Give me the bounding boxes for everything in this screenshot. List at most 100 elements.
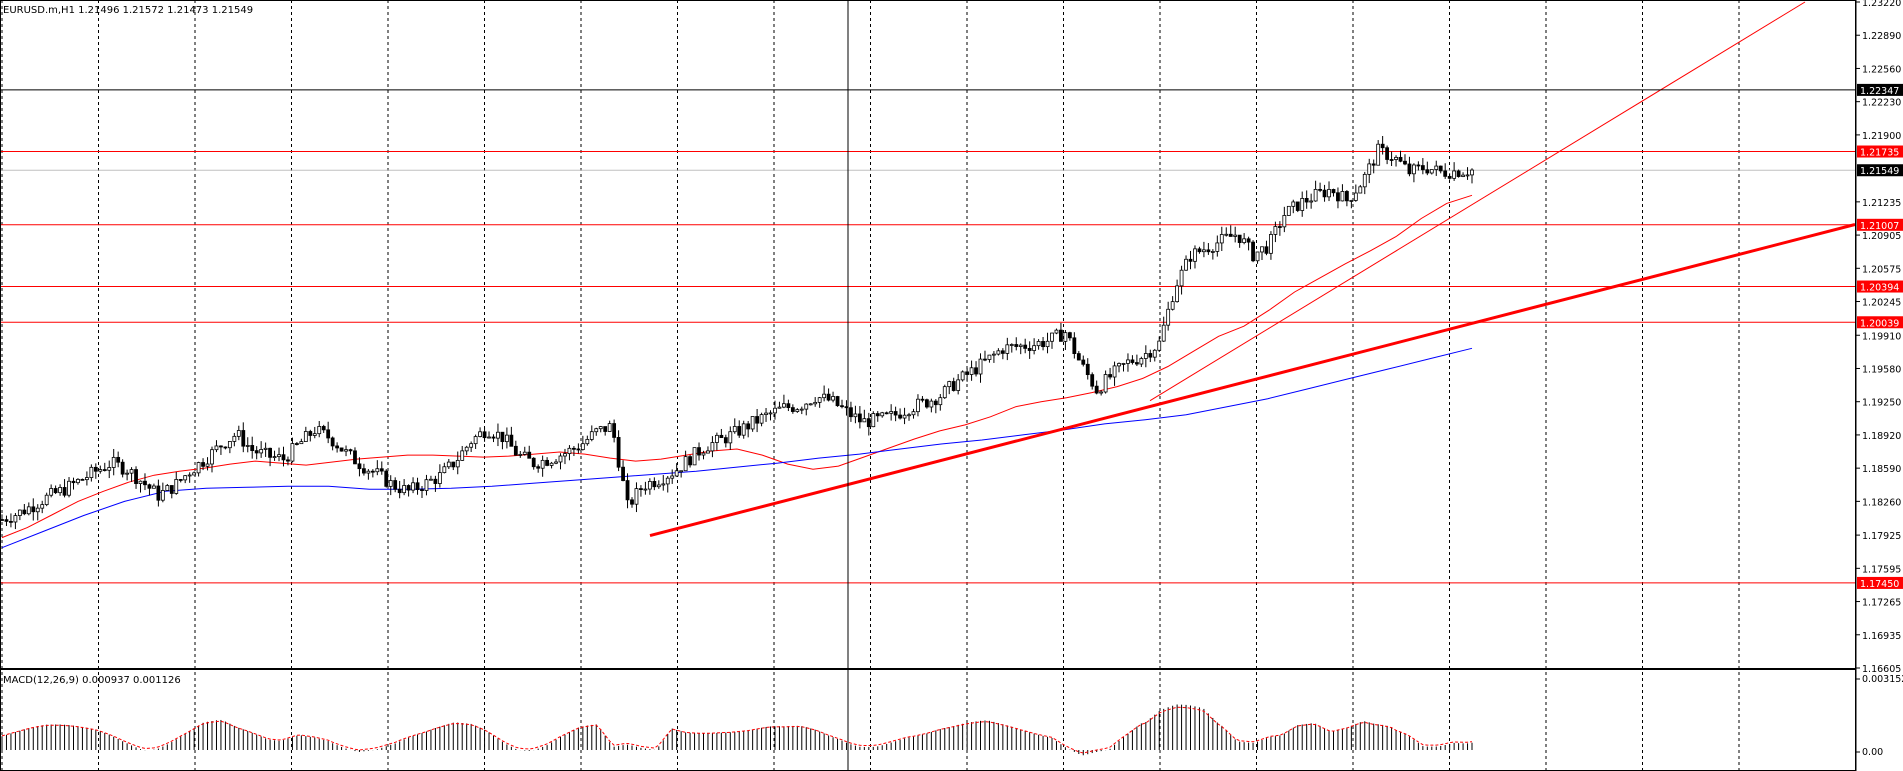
horizontal-level-lines[interactable] xyxy=(0,151,1855,584)
candle-body xyxy=(509,434,514,447)
candle-body xyxy=(460,450,465,461)
candle-body xyxy=(500,431,505,443)
price-axis[interactable]: 1.23220 1.22890 1.22560 1.22230 1.21900 1.212… xyxy=(1855,0,1903,771)
candle-body xyxy=(1210,251,1215,253)
moving-average-slow xyxy=(1,347,1473,549)
candle-body xyxy=(406,485,411,491)
candle-body xyxy=(706,450,710,454)
price-tick-label: 1.17925 xyxy=(1862,531,1901,542)
candle-body xyxy=(1255,251,1260,262)
candle-body xyxy=(384,470,389,487)
candle-body xyxy=(1295,201,1300,211)
price-tick-label: 1.19910 xyxy=(1862,331,1901,342)
trendline-steep[interactable] xyxy=(1149,1,1806,402)
candle-body xyxy=(1045,340,1050,348)
candle-body xyxy=(1206,249,1211,253)
candle-body xyxy=(1407,163,1412,175)
candle-body xyxy=(1389,159,1394,161)
level-price-tag xyxy=(1857,576,1903,589)
candle-body xyxy=(1202,249,1206,253)
price-tick-label: 1.18260 xyxy=(1862,497,1901,508)
candle-body xyxy=(321,426,326,431)
candle-body xyxy=(898,414,902,419)
candle-body xyxy=(241,430,246,447)
candle-body xyxy=(549,462,554,466)
candle-body xyxy=(1108,374,1112,378)
candle-body xyxy=(1282,215,1287,228)
candle-body xyxy=(589,431,594,440)
candle-body xyxy=(192,472,197,476)
candle-body xyxy=(1470,169,1474,176)
candle-body xyxy=(1286,205,1291,216)
candle-body xyxy=(40,504,45,509)
trendlines[interactable] xyxy=(649,1,1856,538)
candle-body xyxy=(411,482,415,491)
candle-body xyxy=(111,456,116,468)
candle-body xyxy=(80,478,85,481)
candle-body xyxy=(911,411,916,416)
candle-body xyxy=(674,470,679,477)
candle-body xyxy=(1465,174,1470,177)
candle-body xyxy=(822,393,827,399)
candle-body xyxy=(933,400,938,406)
price-tick-label: 1.18590 xyxy=(1862,464,1901,475)
candle-body xyxy=(576,448,581,451)
candle-body xyxy=(540,459,545,469)
candle-body xyxy=(817,397,822,403)
candle-body xyxy=(665,477,670,485)
candle-body xyxy=(286,459,290,462)
candle-body xyxy=(826,393,831,401)
candle-body xyxy=(969,367,974,375)
candle-body xyxy=(647,481,652,490)
candle-body xyxy=(1193,248,1197,262)
candle-body xyxy=(1005,344,1010,354)
price-tick-label: 1.22230 xyxy=(1862,98,1901,109)
candle-body xyxy=(572,447,576,450)
candle-body xyxy=(741,423,746,436)
candle-body xyxy=(1452,170,1457,179)
candle-body xyxy=(1018,344,1023,347)
candle-body xyxy=(522,451,527,455)
candle-body xyxy=(379,468,384,472)
candle-body xyxy=(929,400,934,408)
candle-body xyxy=(1443,170,1448,177)
candle-body xyxy=(746,423,751,430)
candle-body xyxy=(31,506,36,513)
candle-body xyxy=(13,515,18,523)
candle-body xyxy=(294,443,299,445)
candle-body xyxy=(732,426,737,433)
candle-body xyxy=(1023,344,1028,349)
symbol-info: EURUSD.m,H1 1.21496 1.21572 1.21473 1.21… xyxy=(3,5,253,16)
candle-body xyxy=(956,379,961,391)
candle-body xyxy=(1273,226,1278,235)
price-tick-label: 1.20575 xyxy=(1862,264,1901,275)
price-tick-label: 1.22890 xyxy=(1862,31,1901,42)
candle-body xyxy=(1112,365,1117,378)
price-tick-label: 1.16935 xyxy=(1862,631,1901,642)
trendline-main[interactable] xyxy=(649,223,1856,538)
candle-body xyxy=(1072,337,1077,355)
candle-body xyxy=(160,490,165,501)
candle-body xyxy=(482,431,487,439)
candle-body xyxy=(924,399,929,408)
candle-body xyxy=(1246,238,1251,243)
candle-body xyxy=(71,480,76,484)
candle-body xyxy=(554,461,558,464)
price-tick-label: 1.19580 xyxy=(1862,364,1901,375)
candle-body xyxy=(1161,324,1166,342)
candle-body xyxy=(214,445,219,451)
candle-body xyxy=(862,418,867,423)
candle-body xyxy=(397,488,402,494)
candle-body xyxy=(996,350,1001,355)
candle-body xyxy=(1041,341,1045,348)
candle-body xyxy=(326,429,331,439)
candle-body xyxy=(1152,349,1157,358)
price-tick-label: 1.20245 xyxy=(1862,298,1901,309)
candle-body xyxy=(692,447,697,466)
candle-body xyxy=(831,396,835,401)
candle-body xyxy=(1063,332,1068,342)
candle-body xyxy=(1059,329,1063,342)
crosshair xyxy=(0,0,1855,770)
candle-body xyxy=(567,447,572,455)
